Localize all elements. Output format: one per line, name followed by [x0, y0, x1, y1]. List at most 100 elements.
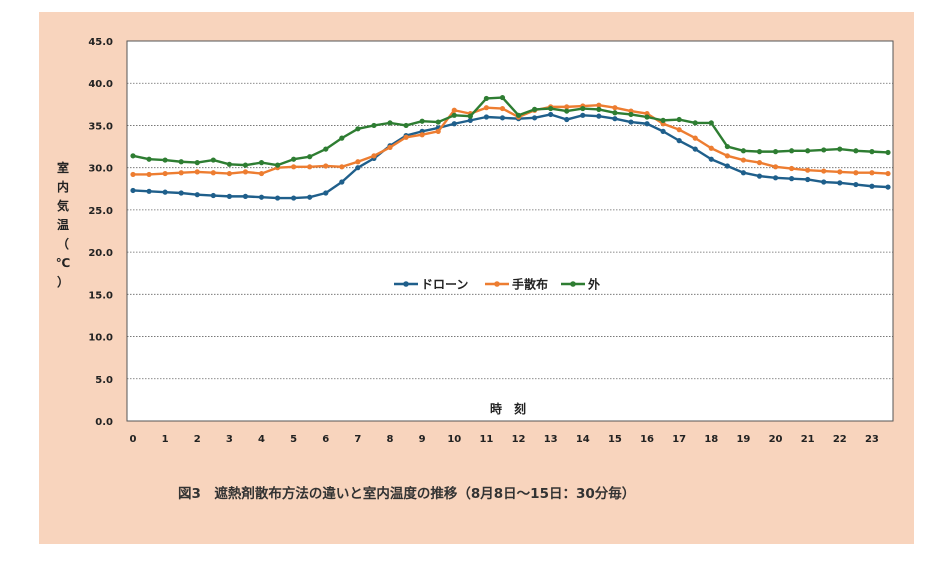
figure-caption: 図3 遮熱剤散布方法の違いと室内温度の推移（8月8日～15日：30分毎） — [178, 486, 636, 502]
data-point — [772, 175, 779, 181]
data-point — [515, 112, 522, 118]
x-tick-label: 6 — [322, 434, 329, 445]
data-point — [162, 189, 168, 195]
data-point — [419, 132, 425, 138]
data-point — [644, 114, 650, 120]
y-tick-label: 30.0 — [88, 164, 113, 175]
data-point — [885, 184, 891, 190]
data-point — [178, 170, 184, 176]
data-point — [837, 169, 843, 175]
y-tick-label: 0.0 — [95, 417, 113, 428]
series-line — [133, 103, 889, 176]
y-axis-label-char: 温 — [57, 218, 69, 232]
data-point — [483, 95, 490, 102]
data-point — [242, 169, 249, 175]
y-tick-label: 25.0 — [88, 206, 113, 217]
data-point — [548, 111, 554, 118]
data-point — [692, 146, 698, 152]
data-point — [869, 170, 875, 176]
data-point — [821, 179, 827, 185]
data-point — [660, 117, 666, 123]
x-tick-label: 3 — [226, 434, 233, 445]
data-point — [837, 180, 843, 186]
data-point — [724, 153, 730, 159]
y-axis-ticks: 0.0 5.0 10.0 15.0 20.0 25.0 30.0 35.0 40.0 45.0 — [88, 37, 113, 428]
data-point — [419, 118, 425, 124]
x-tick-label: 9 — [419, 434, 426, 445]
data-point — [805, 148, 811, 154]
legend-label: 外 — [588, 277, 600, 292]
data-point — [483, 114, 490, 120]
data-point — [853, 170, 859, 176]
x-tick-label: 14 — [576, 434, 590, 445]
data-point — [789, 148, 795, 154]
x-tick-label: 11 — [479, 434, 493, 445]
data-point — [323, 190, 329, 196]
y-axis-label-char: （ — [57, 236, 69, 251]
data-point — [676, 116, 682, 123]
data-point — [226, 170, 232, 177]
data-point — [178, 190, 184, 196]
data-point — [612, 105, 618, 111]
y-tick-label: 5.0 — [95, 375, 113, 386]
legend-label: ドローン — [421, 278, 468, 292]
data-point — [371, 122, 377, 129]
data-point — [258, 194, 265, 200]
x-tick-label: 0 — [130, 434, 137, 445]
data-point — [323, 146, 329, 152]
data-point — [805, 176, 811, 183]
x-tick-label: 7 — [354, 434, 361, 445]
data-point — [162, 157, 168, 163]
series-lines — [130, 94, 891, 201]
series-0 — [130, 111, 891, 201]
data-point — [837, 146, 843, 152]
y-tick-label: 35.0 — [88, 121, 113, 132]
x-tick-label: 12 — [512, 434, 526, 445]
data-point — [724, 143, 730, 150]
data-point — [499, 105, 506, 112]
y-tick-label: 15.0 — [88, 290, 113, 301]
x-axis-label: 時 刻 — [490, 401, 526, 416]
data-point — [644, 121, 650, 127]
data-point — [210, 170, 216, 176]
legend: ドローン 手散布 外 — [394, 277, 600, 292]
x-tick-label: 18 — [704, 434, 718, 445]
data-point — [307, 154, 313, 160]
legend-marker — [403, 281, 409, 287]
data-point — [676, 127, 682, 133]
data-point — [853, 148, 859, 154]
data-point — [499, 115, 506, 121]
data-point — [258, 170, 265, 177]
x-tick-label: 20 — [769, 434, 783, 445]
data-point — [612, 116, 618, 122]
data-point — [355, 165, 361, 171]
y-axis-label-char: 室 — [57, 160, 69, 175]
data-point — [596, 106, 602, 112]
data-point — [821, 147, 827, 153]
data-point — [789, 165, 795, 172]
data-point — [660, 128, 666, 134]
x-tick-label: 19 — [736, 434, 750, 445]
data-point — [371, 153, 377, 159]
data-point — [596, 102, 602, 108]
data-point — [708, 120, 714, 126]
legend-label: 手散布 — [512, 277, 548, 292]
data-point — [531, 115, 538, 121]
data-point — [451, 112, 457, 118]
x-tick-label: 2 — [194, 434, 201, 445]
series-line — [132, 113, 889, 200]
x-tick-label: 5 — [290, 434, 297, 445]
data-point — [130, 171, 136, 178]
data-point — [548, 105, 554, 112]
y-tick-label: 45.0 — [88, 37, 113, 48]
data-point — [210, 157, 216, 163]
x-axis-ticks: 0 1 2 3 4 5 6 7 8 9 10 11 12 13 14 15 16 17 18 19 20 21 22 23 — [130, 434, 879, 445]
data-point — [242, 162, 249, 168]
data-point — [805, 167, 811, 173]
data-point — [756, 149, 763, 155]
data-point — [467, 117, 473, 123]
data-point — [564, 104, 570, 110]
data-point — [274, 162, 281, 168]
